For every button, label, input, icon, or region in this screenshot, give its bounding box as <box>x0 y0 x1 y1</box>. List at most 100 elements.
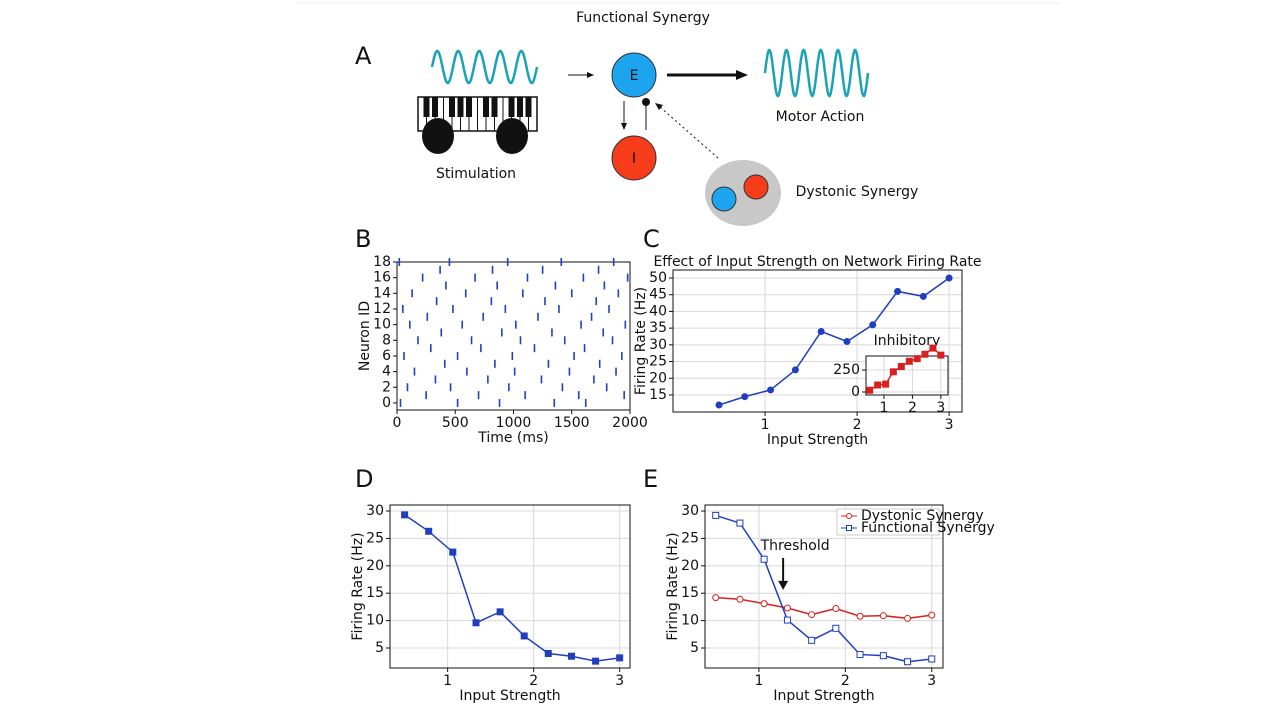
arrow-head <box>587 72 594 78</box>
piano-black-key <box>517 97 523 117</box>
panel-label: A <box>355 42 372 70</box>
arrow-head <box>655 103 663 110</box>
marker <box>425 527 433 535</box>
y-tick-label: 8 <box>382 332 391 348</box>
y-tick-label: 35 <box>649 320 667 336</box>
arrow-head <box>736 70 748 80</box>
y-tick-label: 25 <box>681 530 699 546</box>
y-tick-label: 250 <box>833 362 860 378</box>
marker <box>544 649 552 657</box>
marker <box>736 595 744 603</box>
y-tick-label: 0 <box>382 395 391 411</box>
stimulation-label: Stimulation <box>436 166 516 182</box>
y-tick-label: 30 <box>366 503 384 519</box>
y-tick-label: 50 <box>649 270 667 286</box>
marker <box>401 511 409 519</box>
marker <box>928 655 936 663</box>
piano-black-key <box>466 97 472 117</box>
marker <box>712 594 720 602</box>
y-tick-label: 20 <box>681 558 699 574</box>
i-node <box>611 135 657 181</box>
diagram: E Motor Action I Dystonic Synergy Stimul… <box>417 48 919 226</box>
x-tick-label: 1 <box>761 417 770 433</box>
y-tick-label: 25 <box>366 530 384 546</box>
series-line <box>404 514 620 662</box>
y-tick-label: 15 <box>366 585 384 601</box>
x-tick-label: 2 <box>841 673 850 689</box>
piano-black-key <box>491 97 498 117</box>
y-tick-label: 30 <box>681 503 699 519</box>
marker <box>928 611 936 619</box>
marker <box>832 605 840 613</box>
y-axis-label: Firing Rate (Hz) <box>633 287 649 395</box>
marker <box>913 355 921 363</box>
x-tick-label: 1500 <box>554 415 590 431</box>
legend-label: Dystonic Synergy <box>861 508 984 524</box>
marker <box>736 519 744 527</box>
marker <box>889 368 897 376</box>
legend-marker <box>846 525 852 531</box>
y-tick-label: 5 <box>375 640 384 656</box>
e-node-small <box>711 186 737 212</box>
y-tick-label: 18 <box>373 254 391 270</box>
inhibit-dot <box>642 98 650 106</box>
node-label: E <box>630 68 639 84</box>
chart-title: Effect of Input Strength on Network Firi… <box>653 254 981 270</box>
x-axis-label: Input Strength <box>767 432 868 448</box>
x-tick-label: 500 <box>442 415 469 431</box>
y-tick-label: 16 <box>373 270 391 286</box>
dystonic-label: Dystonic Synergy <box>796 184 919 200</box>
panel-label: C <box>643 225 660 253</box>
x-tick-label: 2 <box>529 673 538 689</box>
piano-black-key <box>423 97 430 117</box>
marker <box>783 604 791 612</box>
y-tick-label: 10 <box>366 613 384 629</box>
x-tick-label: 2 <box>908 400 917 416</box>
marker <box>921 350 929 358</box>
y-tick-label: 14 <box>373 285 391 301</box>
axes-frame <box>389 504 631 669</box>
chart-title: Inhibitory <box>874 333 941 349</box>
marker <box>904 658 912 666</box>
marker <box>767 386 775 394</box>
panel-label: E <box>643 465 658 493</box>
marker <box>791 366 799 374</box>
sine-wave <box>763 48 870 98</box>
series-line <box>718 277 950 406</box>
y-tick-label: 0 <box>851 384 860 400</box>
axes-frame <box>865 355 949 396</box>
marker <box>472 619 480 627</box>
axes-frame <box>672 269 963 413</box>
y-tick-label: 20 <box>649 370 667 386</box>
y-tick-label: 30 <box>649 337 667 353</box>
marker <box>783 616 791 624</box>
x-tick-label: 1 <box>879 400 888 416</box>
x-axis-label: Input Strength <box>773 688 874 704</box>
marker <box>832 624 840 632</box>
x-tick-label: 3 <box>927 673 936 689</box>
y-tick-label: 40 <box>649 303 667 319</box>
series-line <box>715 596 932 620</box>
hand <box>422 118 454 154</box>
x-tick-label: 1000 <box>496 415 532 431</box>
piano-black-key <box>449 97 455 117</box>
marker <box>874 381 882 389</box>
marker <box>919 292 927 300</box>
marker <box>904 614 912 622</box>
y-axis-label: Neuron ID <box>357 301 373 371</box>
legend-marker <box>846 513 852 519</box>
marker <box>496 608 504 616</box>
i-node-small <box>743 174 769 200</box>
arrow-head <box>621 123 627 130</box>
dotted-arrow <box>659 106 719 159</box>
piano-black-key <box>525 97 532 117</box>
marker <box>869 321 877 329</box>
y-tick-label: 12 <box>373 301 391 317</box>
y-tick-label: 5 <box>690 640 699 656</box>
motor-label: Motor Action <box>776 109 865 125</box>
e-node <box>611 52 657 98</box>
marker <box>568 652 576 660</box>
annotation-arrowhead <box>778 580 789 590</box>
marker <box>882 380 890 388</box>
